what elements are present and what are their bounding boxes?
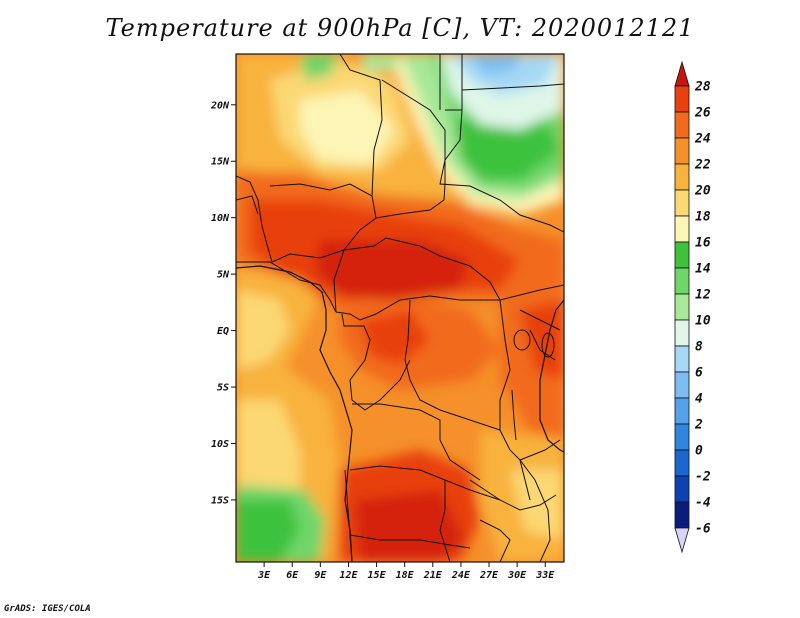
colorbar-swatch [674, 189, 690, 217]
temperature-field [236, 54, 564, 562]
colorbar-swatch [674, 319, 690, 347]
latitude-axis: 20N 15N 10N 5N EQ 5S 10S 15S [210, 100, 236, 506]
lon-tick-label: 24E [451, 570, 471, 581]
colorbar-swatch [674, 215, 690, 243]
colorbar-label: -2 [695, 470, 711, 485]
lat-tick-label: 10S [211, 439, 229, 450]
colorbar-label: 20 [694, 184, 711, 199]
colorbar-swatch [674, 137, 690, 165]
colorbar-label: 10 [695, 314, 711, 329]
colorbar-label: 14 [695, 262, 711, 277]
colorbar-label: 16 [695, 236, 711, 251]
colorbar-swatch [674, 267, 690, 295]
colorbar-swatch [674, 397, 690, 425]
lon-tick-label: 15E [368, 570, 387, 581]
colorbar-label: 12 [695, 288, 711, 303]
colorbar-label: -6 [695, 522, 711, 537]
lon-tick-label: 33E [535, 570, 555, 581]
colorbar-swatch [674, 345, 690, 373]
colorbar-swatch [674, 163, 690, 191]
lon-tick-label: 30E [507, 570, 527, 581]
colorbar-label: 4 [695, 392, 703, 407]
colorbar-label: 0 [695, 444, 703, 459]
lon-tick-label: 12E [339, 570, 358, 581]
lat-tick-label: EQ [217, 326, 229, 337]
colorbar-swatch [674, 293, 690, 321]
lon-tick-label: 21E [423, 570, 443, 581]
lat-tick-label: 15N [211, 157, 230, 168]
lon-tick-label: 3E [257, 570, 271, 581]
lat-tick-label: 20N [210, 100, 230, 111]
colorbar-swatch [674, 111, 690, 139]
colorbar-label: 28 [694, 80, 711, 95]
lat-tick-label: 5N [217, 270, 230, 281]
lakes [511, 329, 555, 501]
lon-tick-label: 27E [479, 570, 499, 581]
lon-tick-label: 9E [314, 570, 327, 581]
lon-tick-label: 6E [286, 570, 299, 581]
colorbar-swatch [674, 501, 690, 529]
colorbar-swatch [674, 449, 690, 477]
lat-tick-label: 15S [211, 495, 229, 506]
credit-label: GrADS: IGES/COLA [4, 604, 91, 614]
lat-tick-label: 5S [217, 383, 229, 394]
map-frame [235, 53, 565, 563]
colorbar-label: 2 [694, 418, 703, 433]
colorbar-swatch [674, 85, 690, 113]
colorbar-top-cap [674, 60, 690, 87]
colorbar-label: 18 [695, 210, 711, 225]
colorbar-label: 22 [694, 158, 711, 173]
colorbar-label: 26 [694, 106, 711, 121]
colorbar-swatch [674, 423, 690, 451]
colorbar-label: -4 [695, 496, 711, 511]
lon-tick-label: 18E [396, 570, 415, 581]
colorbar-label: 8 [695, 340, 703, 355]
colorbar-swatch [674, 371, 690, 399]
colorbar-bottom-cap [674, 527, 690, 554]
colorbar-label: 6 [695, 366, 703, 381]
colorbar-swatch [674, 475, 690, 503]
colorbar-swatch [674, 241, 690, 269]
lat-tick-label: 10N [211, 213, 230, 224]
longitude-axis: 3E 6E 9E 12E 15E 18E 21E 24E 27E 30E 33E [257, 562, 555, 581]
country-borders [236, 54, 564, 562]
chart-title: Temperature at 900hPa [C], VT: 202001212… [105, 14, 695, 42]
coastline [236, 265, 564, 562]
colorbar-label: 24 [694, 132, 711, 147]
